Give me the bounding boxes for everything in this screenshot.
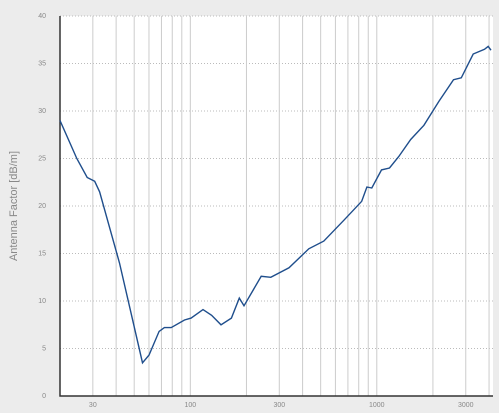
x-tick-label: 1000 (369, 402, 385, 408)
y-tick-label: 15 (38, 250, 46, 257)
x-tick-label: 3000 (458, 402, 474, 408)
x-tick-label: 100 (184, 402, 196, 408)
y-tick-label: 20 (38, 203, 46, 210)
y-tick-label: 35 (38, 60, 46, 67)
x-tick-label: 300 (273, 402, 285, 408)
axis (59, 16, 493, 397)
x-tick-label: 30 (89, 402, 97, 408)
y-tick-label: 0 (42, 393, 46, 400)
line (59, 45, 492, 365)
y-tick-label: 10 (38, 298, 46, 305)
y-axis-label: Antenna Factor [dB/m] (8, 151, 20, 261)
y-tick-label: 40 (38, 13, 46, 20)
y-tick-label: 5 (42, 345, 46, 352)
y-tick-label: 25 (38, 155, 46, 162)
y-tick-label: 30 (38, 108, 46, 115)
